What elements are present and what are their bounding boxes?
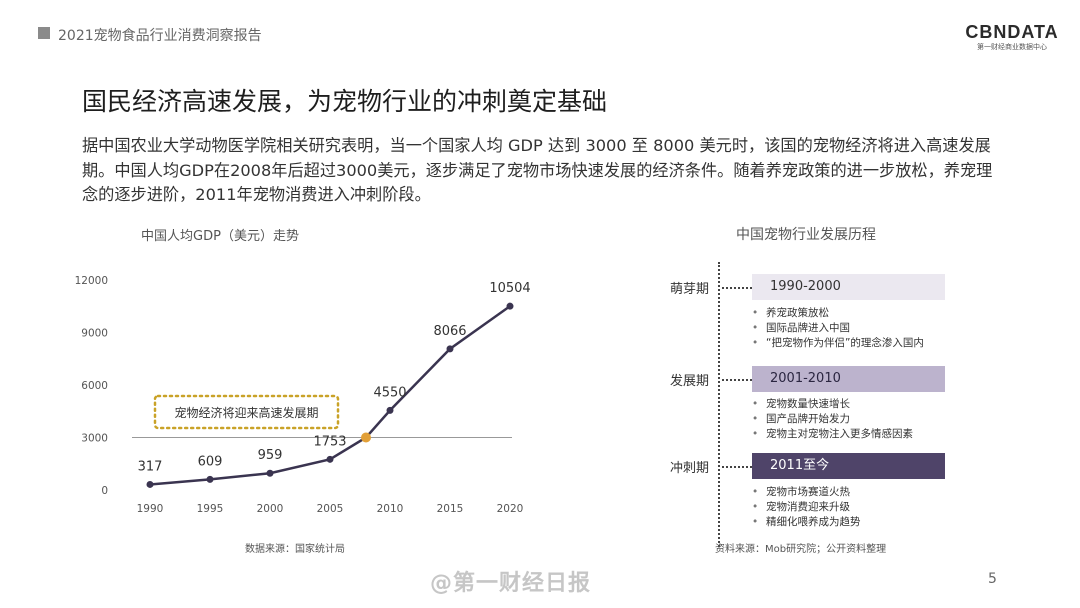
data-point [506,302,514,310]
y-tick-label: 3000 [81,433,108,445]
stage-label-3: 冲刺期 [670,461,710,476]
data-point [386,406,394,414]
y-tick-label: 12000 [75,275,108,287]
data-label: 4550 [373,385,406,400]
data-label: 317 [138,459,163,474]
list-item: 宠物市场赛道火热 [752,485,861,500]
list-item: 宠物主对宠物注入更多情感因素 [752,427,913,442]
list-item: 宠物消费迎来升级 [752,500,861,515]
timeline-source: 资料来源：Mob研究院；公开资料整理 [715,544,887,555]
x-tick-label: 2000 [257,503,284,515]
x-tick-label: 1990 [137,503,164,515]
data-label: 959 [258,448,283,463]
highlight-point [361,432,371,443]
stage-items-2: 宠物数量快速增长 国产品牌开始发力 宠物主对宠物注入更多情感因素 [752,397,913,442]
period-pill-1: 1990-2000 [752,274,945,300]
x-tick-label: 2005 [317,503,344,515]
gdp-line-chart: 中国人均GDP（美元）走势 0 3000 6000 9000 12000 1990 1995 2… [75,228,531,515]
stage-connector-3 [722,466,752,468]
slide-body-text: 据中国农业大学动物医学院相关研究表明，当一个国家人均 GDP 达到 3000 至… [82,136,993,204]
page-number: 5 [988,571,997,587]
annotation-text: 宠物经济将迎来高速发展期 [174,405,318,420]
list-item: 国产品牌开始发力 [752,412,913,427]
watermark-text: @第一财经日报 [430,571,592,596]
x-tick-label: 2010 [377,503,404,515]
slide-title: 国民经济高速发展，为宠物行业的冲刺奠定基础 [82,87,608,116]
gdp-series-line [149,305,511,486]
data-point [146,480,154,488]
list-item: 宠物数量快速增长 [752,397,913,412]
period-pill-2: 2001-2010 [752,366,945,392]
logo-sub: 第一财经商业数据中心 [977,43,1047,51]
data-label: 1753 [313,434,346,449]
data-point [326,455,334,463]
chart-title: 中国人均GDP（美元）走势 [141,228,299,244]
x-tick-label: 2015 [437,503,464,515]
header-square-icon [38,27,50,39]
annotation-box [153,394,340,430]
x-tick-label: 1995 [197,503,224,515]
report-title: 2021宠物食品行业消费洞察报告 [58,28,262,44]
timeline-vertical-line [718,262,720,547]
data-point [206,475,214,483]
list-item: “把宠物作为伴侣”的理念渗入国内 [752,336,924,351]
stage-label-2: 发展期 [670,374,710,389]
list-item: 国际品牌进入中国 [752,321,924,336]
data-point [266,469,274,477]
data-label: 10504 [489,281,530,296]
chart-source: 数据来源：国家统计局 [245,544,345,555]
stage-connector-2 [722,379,752,381]
y-tick-label: 9000 [81,328,108,340]
stage-label-1: 萌芽期 [670,282,710,297]
logo-main: CBNDATA [965,22,1059,42]
x-tick-label: 2020 [497,503,524,515]
data-label: 609 [198,454,223,469]
list-item: 精细化喂养成为趋势 [752,515,861,530]
stage-connector-1 [722,287,752,289]
y-tick-label: 6000 [81,380,108,392]
period-pill-3: 2011至今 [752,453,945,479]
timeline-title: 中国宠物行业发展历程 [736,227,876,243]
cbndata-logo: CBNDATA 第一财经商业数据中心 [962,22,1062,52]
stage-items-1: 养宠政策放松 国际品牌进入中国 “把宠物作为伴侣”的理念渗入国内 [752,306,924,351]
list-item: 养宠政策放松 [752,306,924,321]
stage-items-3: 宠物市场赛道火热 宠物消费迎来升级 精细化喂养成为趋势 [752,485,861,530]
data-label: 8066 [433,324,466,339]
data-point [446,345,454,353]
y-tick-label: 0 [101,485,108,497]
